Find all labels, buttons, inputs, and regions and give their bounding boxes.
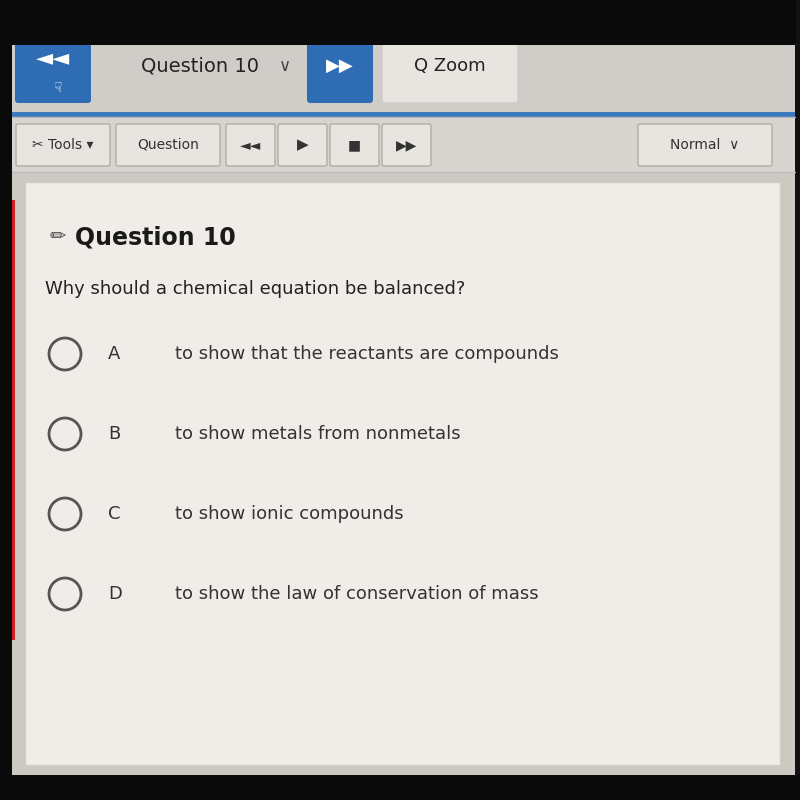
Text: ◄◄: ◄◄ xyxy=(36,48,70,68)
FancyBboxPatch shape xyxy=(15,29,91,103)
FancyBboxPatch shape xyxy=(638,124,772,166)
Text: ∨: ∨ xyxy=(279,57,291,75)
Text: Why should a chemical equation be balanced?: Why should a chemical equation be balanc… xyxy=(45,280,466,298)
FancyBboxPatch shape xyxy=(10,112,795,117)
FancyBboxPatch shape xyxy=(10,172,795,775)
Text: to show that the reactants are compounds: to show that the reactants are compounds xyxy=(175,345,559,363)
Text: to show ionic compounds: to show ionic compounds xyxy=(175,505,404,523)
Text: Question 10: Question 10 xyxy=(75,225,236,249)
FancyBboxPatch shape xyxy=(0,0,12,800)
Text: ▶: ▶ xyxy=(297,138,308,153)
Text: Question 10: Question 10 xyxy=(141,57,259,75)
FancyBboxPatch shape xyxy=(10,117,795,172)
FancyBboxPatch shape xyxy=(116,124,220,166)
FancyBboxPatch shape xyxy=(307,29,373,103)
Text: ▶▶: ▶▶ xyxy=(396,138,417,152)
FancyBboxPatch shape xyxy=(0,775,800,800)
Text: Q Zoom: Q Zoom xyxy=(414,57,486,75)
Text: Question: Question xyxy=(137,138,199,152)
Text: B: B xyxy=(108,425,120,443)
FancyBboxPatch shape xyxy=(382,29,518,103)
FancyBboxPatch shape xyxy=(10,20,795,112)
FancyBboxPatch shape xyxy=(0,0,800,45)
Text: ◄◄: ◄◄ xyxy=(240,138,261,152)
Text: C: C xyxy=(108,505,121,523)
FancyBboxPatch shape xyxy=(330,124,379,166)
FancyBboxPatch shape xyxy=(11,200,15,640)
FancyBboxPatch shape xyxy=(10,20,795,775)
FancyBboxPatch shape xyxy=(278,124,327,166)
FancyBboxPatch shape xyxy=(25,182,780,765)
Text: ▶▶: ▶▶ xyxy=(326,57,354,75)
FancyBboxPatch shape xyxy=(796,0,800,800)
Text: to show the law of conservation of mass: to show the law of conservation of mass xyxy=(175,585,538,603)
Text: A: A xyxy=(108,345,120,363)
Text: D: D xyxy=(108,585,122,603)
Text: ■: ■ xyxy=(348,138,361,152)
Text: ✏: ✏ xyxy=(50,227,66,246)
Text: ✂ Tools ▾: ✂ Tools ▾ xyxy=(32,138,94,152)
FancyBboxPatch shape xyxy=(382,124,431,166)
FancyBboxPatch shape xyxy=(226,124,275,166)
Text: ☟: ☟ xyxy=(54,81,62,95)
Text: to show metals from nonmetals: to show metals from nonmetals xyxy=(175,425,461,443)
Text: Normal  ∨: Normal ∨ xyxy=(670,138,740,152)
FancyBboxPatch shape xyxy=(16,124,110,166)
